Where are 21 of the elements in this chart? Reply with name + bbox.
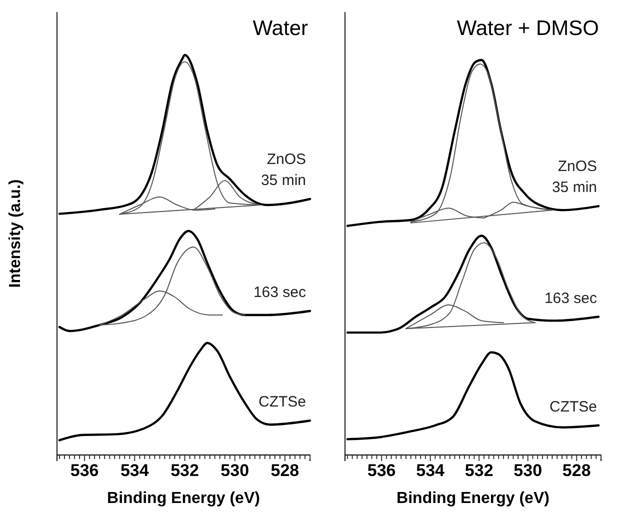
x-tick-label: 532: [170, 461, 199, 480]
x-tick-label: 534: [416, 461, 446, 480]
series-label: CZTSe: [258, 394, 306, 411]
x-tick-label: 530: [220, 461, 250, 480]
x-tick-label: 532: [464, 461, 494, 480]
series-label: CZTSe: [549, 398, 597, 416]
x-tick-label: 530: [514, 461, 542, 480]
chart-title: Water: [252, 17, 308, 40]
x-axis-title: Binding Energy (eV): [396, 490, 550, 507]
x-tick-label: 536: [70, 461, 99, 480]
y-axis-title: Intensity (a.u.): [7, 179, 24, 288]
series-label: ZnOS 35 min: [260, 151, 306, 189]
x-tick-label: 528: [562, 461, 591, 480]
x-axis-title: Binding Energy (eV): [107, 490, 260, 507]
x-tick-label: 536: [367, 461, 396, 480]
x-tick-label: 528: [270, 461, 300, 480]
series-label: 163 sec: [544, 290, 598, 307]
chart-title: Water + DMSO: [456, 17, 599, 40]
x-tick-label: 534: [120, 461, 150, 480]
series-label: 163 sec: [253, 284, 306, 301]
series-label: ZnOS 35 min: [552, 158, 597, 196]
